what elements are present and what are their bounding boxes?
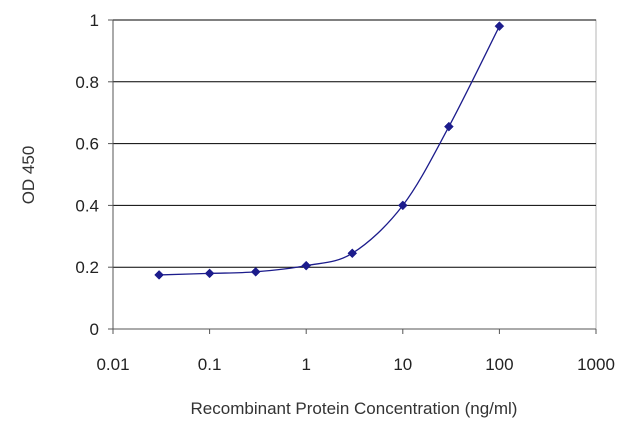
x-tick-label: 1 xyxy=(301,355,310,374)
data-point xyxy=(347,248,358,259)
data-point xyxy=(250,266,261,277)
data-point xyxy=(444,121,454,132)
x-tick-label: 10 xyxy=(393,355,412,374)
x-tick-label: 0.01 xyxy=(96,355,129,374)
data-point xyxy=(301,260,312,271)
data-point xyxy=(204,268,215,279)
gridlines xyxy=(113,19,596,268)
x-axis-ticks: 0.01 0.1 1 10 100 1000 xyxy=(96,329,615,374)
y-axis-label: OD 450 xyxy=(19,146,38,205)
data-point xyxy=(494,21,505,32)
y-axis-ticks: 0 0.2 0.4 0.6 0.8 1 xyxy=(75,11,113,339)
x-axis-label: Recombinant Protein Concentration (ng/ml… xyxy=(191,399,518,418)
y-tick-label: 0.6 xyxy=(75,135,99,154)
data-point xyxy=(397,200,408,211)
x-tick-label: 0.1 xyxy=(198,355,222,374)
plot-area xyxy=(112,19,597,330)
x-tick-label: 1000 xyxy=(577,355,615,374)
x-tick-label: 100 xyxy=(485,355,513,374)
data-point xyxy=(154,270,164,280)
y-tick-label: 0.4 xyxy=(75,196,99,215)
y-tick-label: 1 xyxy=(90,11,99,30)
y-tick-label: 0.2 xyxy=(75,258,99,277)
axes xyxy=(112,20,596,330)
y-tick-label: 0.8 xyxy=(75,73,99,92)
y-tick-label: 0 xyxy=(90,320,99,339)
series-group xyxy=(154,21,505,280)
